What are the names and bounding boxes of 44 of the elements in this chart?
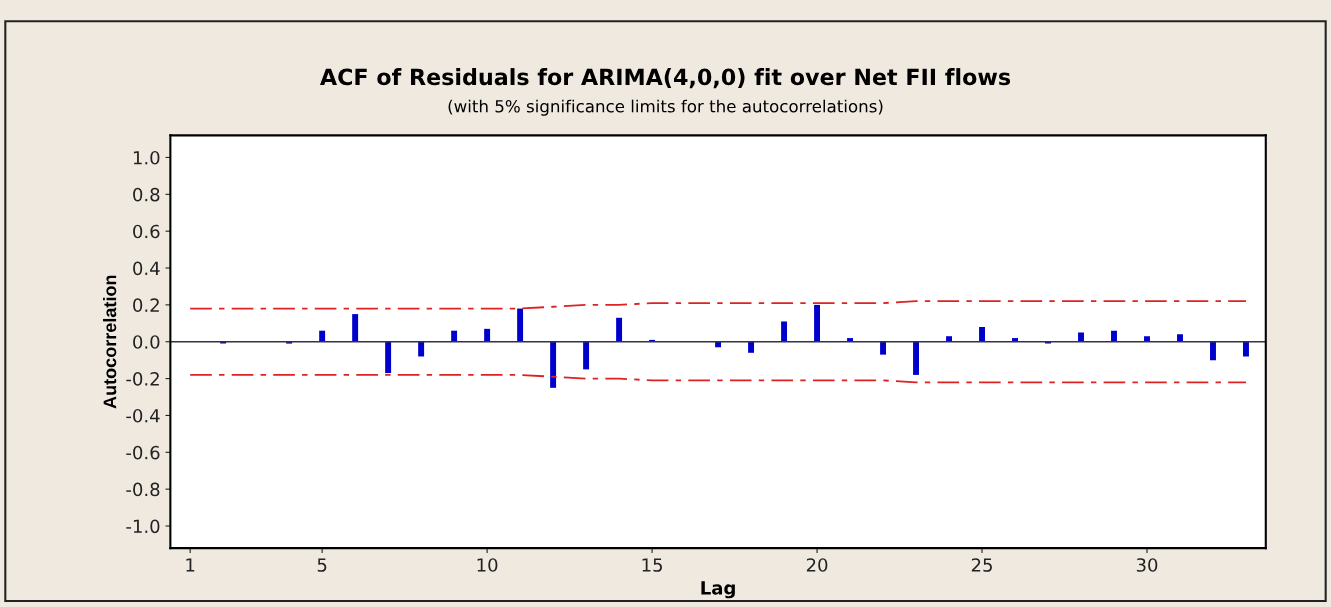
bar [319,330,326,342]
x-axis-title: Lag [701,581,735,599]
chart-subtitle: (with 5% significance limits for the autocorrelations) [448,99,883,116]
bar [715,341,722,348]
y-tick-label: 0.0 [133,335,160,349]
x-tick-label: 10 [477,558,498,572]
y-tick-label: 0.2 [133,298,159,312]
bar [913,341,920,375]
bar [418,341,425,357]
line-series [189,300,1247,310]
y-tick-label: 0.6 [133,224,160,239]
x-tick-label: 5 [317,558,327,572]
y-tick-label: 0.8 [133,187,160,202]
bar [517,308,524,342]
bar [1210,341,1216,361]
x-tick-label: 15 [642,558,662,572]
y-tick-label: 1.0 [133,150,160,165]
y-tick-label: 0.4 [133,261,160,276]
x-tick-label: 25 [971,558,992,572]
y-tick-label: -0.6 [126,445,160,460]
bar [880,341,887,355]
line-series [189,374,1247,384]
bar [814,304,821,342]
bar [352,314,359,342]
bar [484,328,491,342]
x-tick-label: 20 [806,558,828,572]
bar [550,341,557,388]
x-tick-label: 1 [186,558,195,572]
bar [583,341,590,370]
y-tick-label: -1.0 [126,519,160,534]
bar [1111,330,1117,342]
chart-title: ACF of Residuals for ARIMA(4,0,0) fit over Net FII flows [320,68,1011,89]
bar [748,341,755,353]
bar [979,327,985,342]
bar [616,317,623,342]
y-tick-label: -0.2 [126,372,159,386]
bar [1243,341,1249,357]
y-tick-label: -0.4 [126,408,160,423]
bar [385,341,392,374]
bar [781,321,788,342]
bar [451,330,458,342]
x-tick-label: 30 [1136,558,1158,572]
y-axis-title: Autocorrelation [103,275,117,409]
y-tick-label: -0.8 [126,482,160,497]
